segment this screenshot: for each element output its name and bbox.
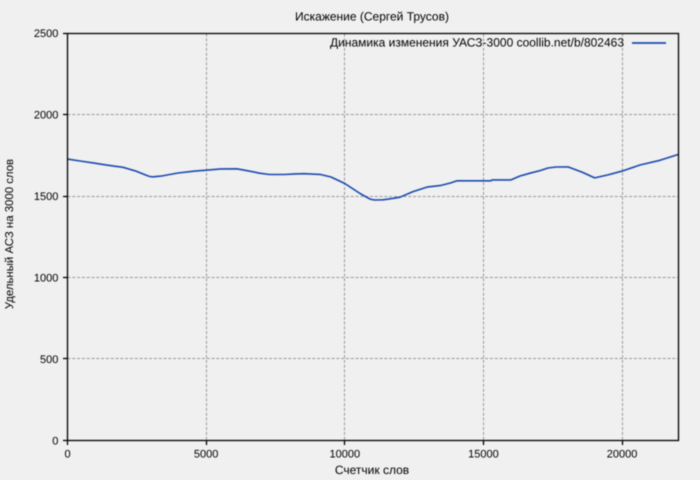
svg-text:Удельный АСЗ на 3000 слов: Удельный АСЗ на 3000 слов xyxy=(4,159,16,309)
svg-text:10000: 10000 xyxy=(330,448,361,460)
svg-text:2500: 2500 xyxy=(34,28,58,40)
svg-text:0: 0 xyxy=(52,435,58,447)
svg-text:Динамика изменения УАСЗ-3000 c: Динамика изменения УАСЗ-3000 coollib.net… xyxy=(330,36,624,50)
svg-text:20000: 20000 xyxy=(607,448,638,460)
svg-text:15000: 15000 xyxy=(468,448,499,460)
svg-text:5000: 5000 xyxy=(194,448,218,460)
svg-text:1500: 1500 xyxy=(34,191,58,203)
svg-text:2000: 2000 xyxy=(34,110,58,122)
svg-text:500: 500 xyxy=(40,354,58,366)
svg-text:Счетчик слов: Счетчик слов xyxy=(335,463,409,477)
svg-text:0: 0 xyxy=(64,448,70,460)
svg-text:Искажение (Сергей Трусов): Искажение (Сергей Трусов) xyxy=(295,9,449,23)
svg-text:1000: 1000 xyxy=(34,273,58,285)
